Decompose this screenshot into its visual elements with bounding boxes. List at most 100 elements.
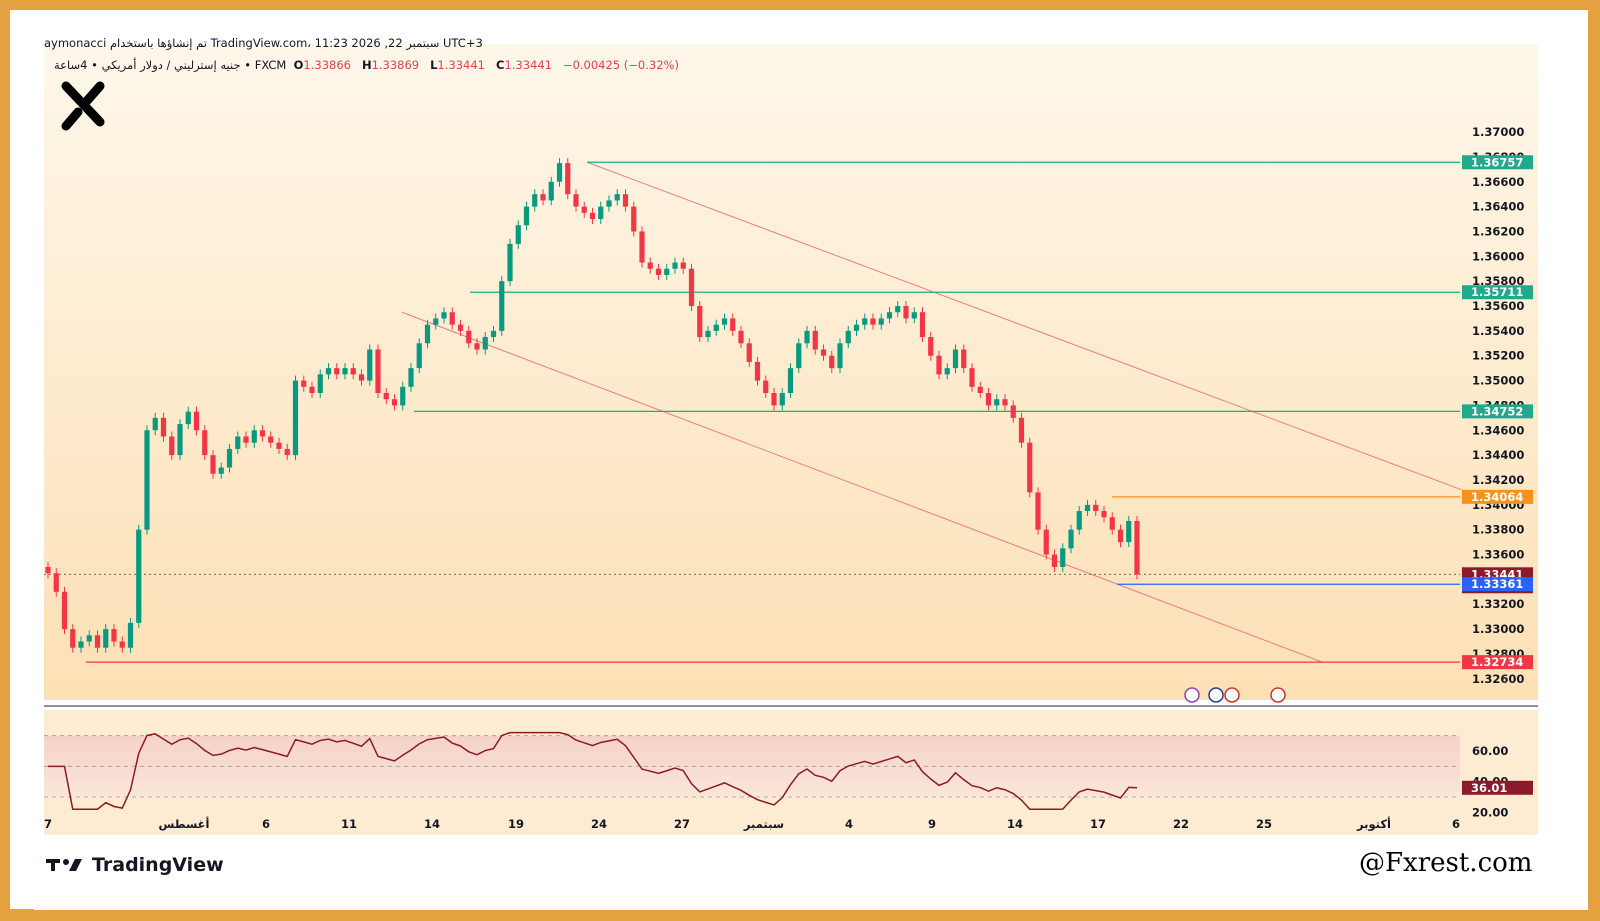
candle-body <box>259 430 266 437</box>
candle-body <box>589 212 596 220</box>
candle-body <box>532 194 538 207</box>
rsi-tick: 20.00 <box>1472 805 1508 819</box>
candle-body <box>391 399 398 406</box>
candle-body <box>639 231 645 263</box>
candle-body <box>334 368 340 375</box>
price-tick: 1.33800 <box>1472 523 1524 537</box>
candle-body <box>202 430 208 456</box>
candle-body <box>61 591 68 630</box>
candle-body <box>952 349 959 369</box>
candle-body <box>598 206 604 220</box>
candle-body <box>556 163 563 182</box>
low-label: L <box>430 58 438 72</box>
time-tick: 22 <box>1173 817 1189 831</box>
candle-body <box>878 318 884 325</box>
time-tick: 6 <box>262 817 270 831</box>
candle-body <box>375 349 381 393</box>
candle-body <box>276 442 282 449</box>
candle-body <box>523 206 530 226</box>
orange-frame: 1.370001.368001.366001.364001.362001.360… <box>10 10 1588 910</box>
event-icon[interactable] <box>1224 687 1240 703</box>
candle-body <box>787 368 794 393</box>
time-tick: سبتمبر <box>743 817 784 831</box>
candle-body <box>1051 554 1058 567</box>
candle-body <box>664 268 670 275</box>
candle-body <box>829 355 835 369</box>
tradingview-logo: TradingView <box>46 854 224 876</box>
candle-body <box>721 318 728 325</box>
candle-body <box>400 386 406 406</box>
header-line-1: aymonacci تم إنشاؤها باستخدام TradingVie… <box>44 36 483 50</box>
change-value: −0.00425 (−0.32%) <box>562 58 679 72</box>
candle-body <box>210 455 216 474</box>
symbol-label: جنيه إسترليني / دولار أمريكي • 4ساعة • F… <box>54 58 287 72</box>
open-label: O <box>293 58 304 72</box>
high-label: H <box>361 58 372 72</box>
rsi-value-tag <box>1462 780 1533 795</box>
candle-body <box>1084 504 1091 512</box>
candle-body <box>1060 548 1066 567</box>
candle-body <box>928 337 934 356</box>
price-chart[interactable]: 1.370001.368001.366001.364001.362001.360… <box>34 34 1588 910</box>
time-tick: 9 <box>928 817 936 831</box>
candle-body <box>177 424 183 456</box>
candle-body <box>1109 517 1115 530</box>
candle-body <box>565 163 571 195</box>
candle-body <box>672 262 678 269</box>
time-tick: 7 <box>44 817 52 831</box>
candle-body <box>103 629 109 648</box>
candle-body <box>1010 405 1016 418</box>
candle-body <box>367 349 373 381</box>
price-tick: 1.36200 <box>1472 224 1524 238</box>
candle-body <box>499 281 505 331</box>
high-value: 1.33869 <box>371 58 420 72</box>
candle-body <box>169 436 175 456</box>
candle-body <box>1068 529 1074 549</box>
candle-body <box>886 312 893 319</box>
candle-body <box>763 380 769 393</box>
time-tick: 14 <box>424 817 440 831</box>
candle-body <box>919 312 926 338</box>
price-tick: 1.34400 <box>1472 448 1524 462</box>
level-price-label: 1.35711 <box>1471 285 1523 299</box>
price-tick: 1.33600 <box>1472 548 1524 562</box>
time-tick: 19 <box>508 817 524 831</box>
tradingview-icon <box>46 859 82 871</box>
price-tick: 1.34600 <box>1472 423 1524 437</box>
candle-body <box>235 436 241 449</box>
candle-body <box>507 243 513 282</box>
event-icon[interactable] <box>1270 687 1286 703</box>
candle-body <box>325 368 332 375</box>
candle-body <box>1076 511 1082 530</box>
time-tick: أغسطس <box>159 816 210 831</box>
rsi-tick: 60.00 <box>1472 744 1508 758</box>
candle-body <box>548 181 554 201</box>
candle-body <box>606 200 612 207</box>
candle-body <box>697 306 703 338</box>
event-icon[interactable] <box>1184 687 1200 703</box>
candle-body <box>1117 529 1124 543</box>
candle-body <box>416 343 422 369</box>
candle-body <box>515 225 521 244</box>
price-tick: 1.33000 <box>1472 622 1524 636</box>
price-tick: 1.36000 <box>1472 249 1524 263</box>
candle-body <box>845 330 851 344</box>
candle-body <box>136 529 142 623</box>
candle-body <box>1043 529 1049 555</box>
price-tick: 1.35200 <box>1472 349 1524 363</box>
candle-body <box>111 629 117 642</box>
time-tick: 14 <box>1007 817 1023 831</box>
time-tick: أكتوبر <box>1356 816 1391 832</box>
event-icon[interactable] <box>1208 687 1224 703</box>
candle-body <box>119 641 125 648</box>
candle-body <box>581 206 587 213</box>
candle-body <box>870 318 876 325</box>
candle-body <box>730 318 736 331</box>
candles <box>45 158 1140 653</box>
candle-body <box>433 318 439 325</box>
economic-events[interactable] <box>1184 687 1286 703</box>
price-tick: 1.32600 <box>1472 672 1524 686</box>
candle-body <box>961 349 967 369</box>
price-tick: 1.35800 <box>1472 274 1524 288</box>
